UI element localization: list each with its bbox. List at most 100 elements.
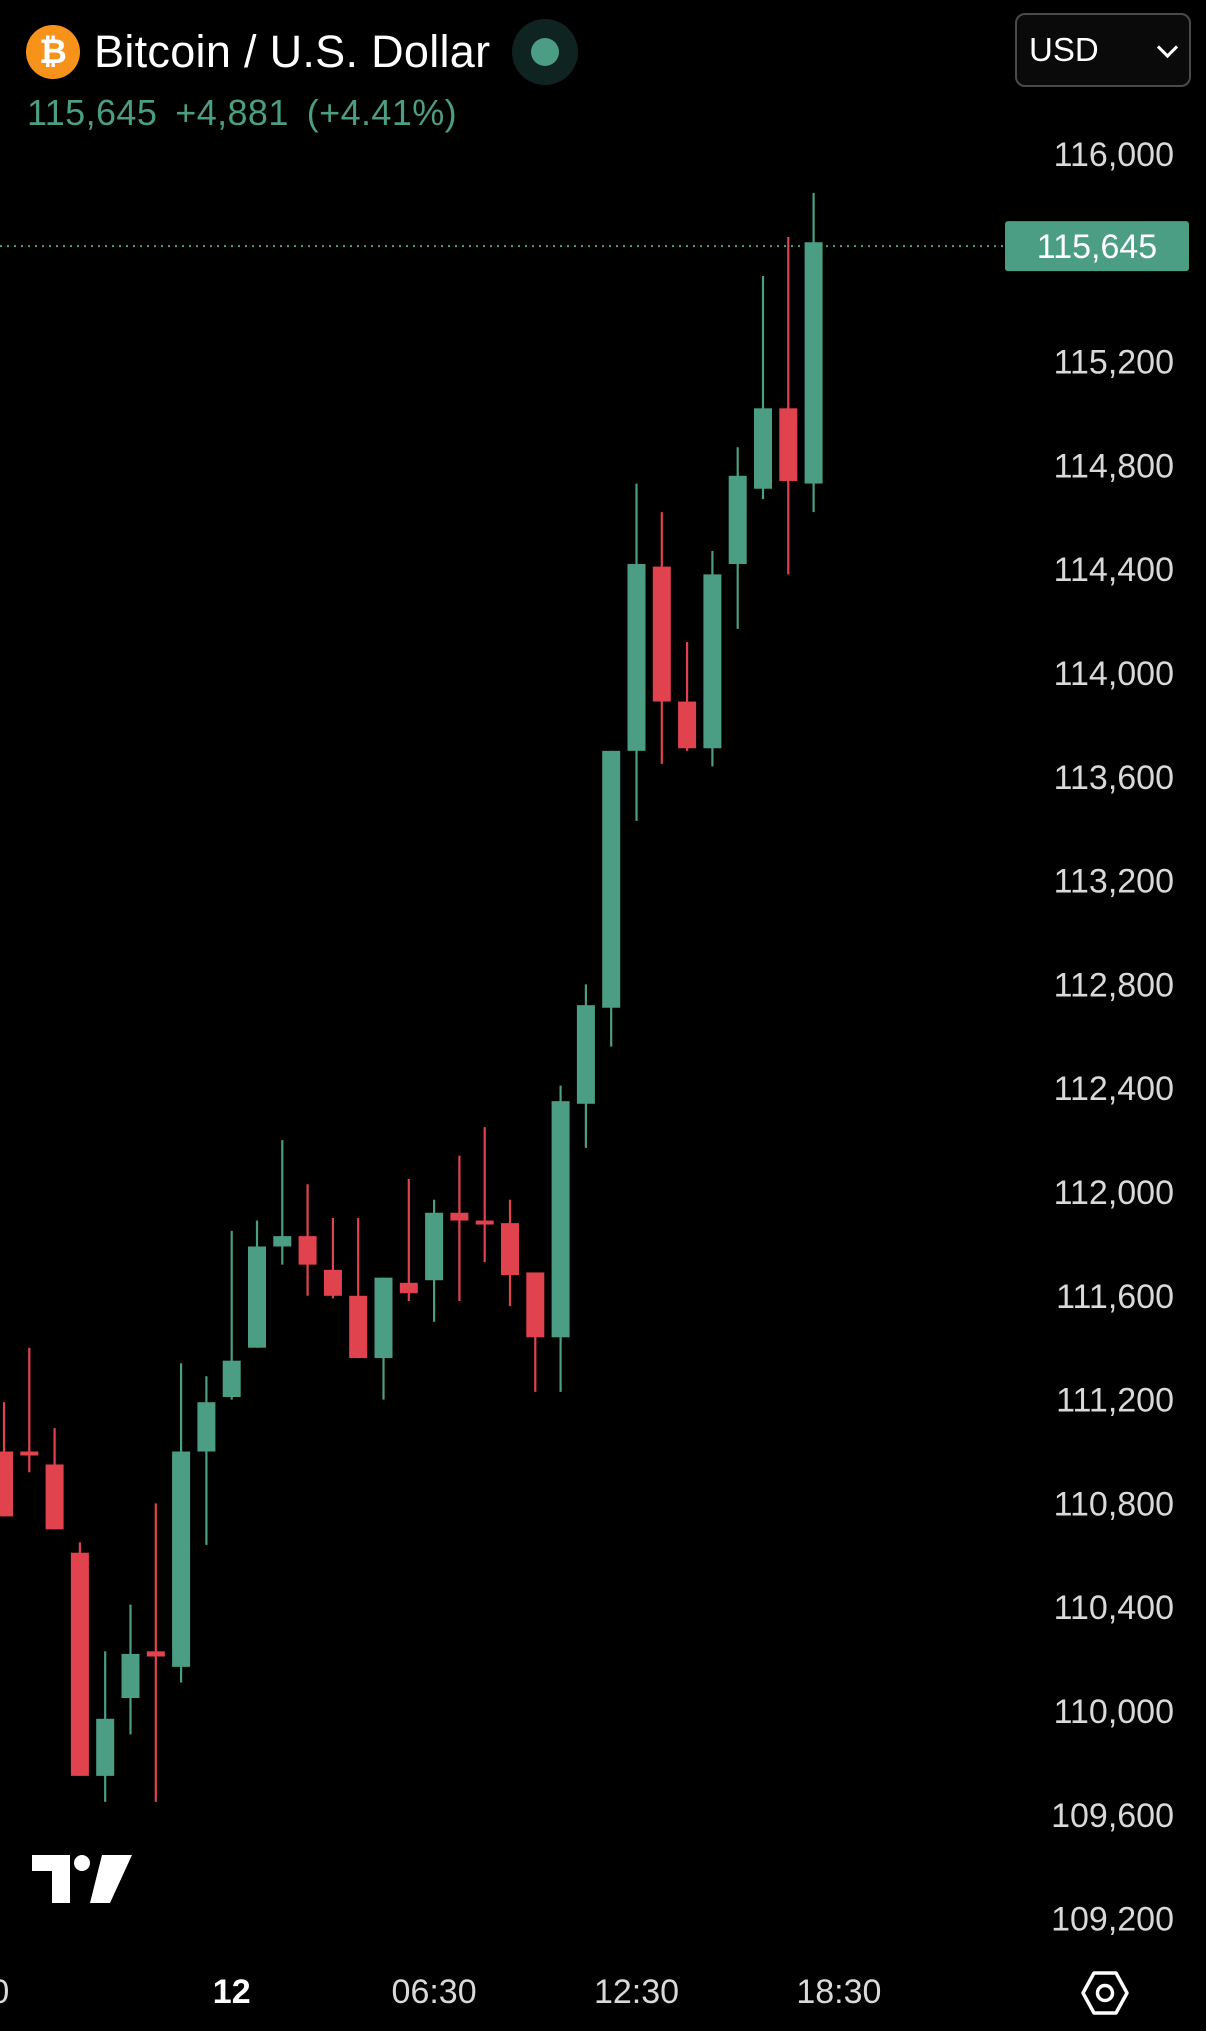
y-tick-label: 113,600 <box>1054 759 1174 797</box>
candle <box>627 483 646 821</box>
candle-body <box>501 1223 519 1276</box>
candle <box>172 1363 191 1683</box>
candle <box>146 1503 165 1802</box>
candle <box>121 1604 140 1735</box>
candle-body <box>703 574 722 749</box>
x-tick-label: 06:30 <box>392 1973 477 2011</box>
candle-body <box>222 1360 241 1398</box>
y-tick-label: 111,600 <box>1056 1278 1174 1316</box>
quote-row: 115,645 +4,881 (+4.41%) <box>27 92 457 134</box>
candle-body <box>45 1464 64 1530</box>
y-tick-label: 109,200 <box>1051 1901 1174 1939</box>
candle-body <box>652 566 671 702</box>
tradingview-logo-icon <box>32 1855 132 1903</box>
candle-body <box>399 1282 418 1294</box>
symbol-title[interactable]: Bitcoin / U.S. Dollar <box>94 26 491 77</box>
y-tick-label: 115,200 <box>1054 344 1174 382</box>
candle-body <box>678 701 697 749</box>
candle-body <box>526 1272 545 1338</box>
y-tick-label: 112,400 <box>1054 1070 1174 1108</box>
candle-body <box>374 1277 393 1359</box>
candle <box>779 237 798 575</box>
x-tick-label: 18:30 <box>796 1973 881 2011</box>
candle-body <box>779 408 798 481</box>
candle <box>399 1179 418 1301</box>
candle <box>323 1217 342 1299</box>
x-tick-label: 12:30 <box>594 1973 679 2011</box>
candle <box>349 1217 368 1359</box>
candle-body <box>197 1402 216 1452</box>
y-tick-label: 112,800 <box>1054 966 1174 1004</box>
candle-body <box>425 1212 444 1281</box>
chart-settings-icon[interactable] <box>1080 1968 1130 2018</box>
candle <box>728 447 747 629</box>
candle-body <box>248 1246 266 1348</box>
candle-body <box>475 1220 494 1225</box>
last-price: 115,645 <box>27 92 158 133</box>
y-tick-label: 114,800 <box>1054 447 1174 485</box>
candle-body <box>96 1718 115 1776</box>
market-status-indicator <box>512 19 579 85</box>
symbol-header[interactable]: ₿ Bitcoin / U.S. Dollar <box>26 19 579 85</box>
candle-body <box>298 1236 317 1265</box>
candle <box>425 1199 444 1322</box>
candle-body <box>754 408 772 489</box>
currency-value: USD <box>1029 31 1099 68</box>
candle <box>20 1347 39 1473</box>
candle <box>45 1428 64 1530</box>
y-tick-label: 110,400 <box>1054 1589 1174 1627</box>
x-tick-label: 8:30 <box>0 1973 9 2011</box>
y-tick-label: 114,400 <box>1054 551 1174 589</box>
candle <box>652 512 671 764</box>
x-tick-label: 12 <box>213 1973 251 2011</box>
candle <box>374 1277 393 1400</box>
y-tick-label: 114,000 <box>1054 655 1174 693</box>
candle <box>70 1542 89 1776</box>
candle-body <box>0 1451 13 1517</box>
y-tick-label: 113,200 <box>1054 863 1174 901</box>
y-tick-label: 112,000 <box>1054 1174 1174 1212</box>
y-tick-label: 110,800 <box>1054 1485 1174 1523</box>
candle-body <box>121 1653 140 1699</box>
price-change-percent: (+4.41%) <box>306 92 458 133</box>
candle-body <box>273 1236 292 1247</box>
candle <box>222 1230 241 1400</box>
candle <box>450 1155 469 1301</box>
candle-body <box>323 1269 342 1296</box>
candle-body <box>728 475 747 565</box>
bitcoin-icon: ₿ <box>26 25 80 79</box>
candle <box>804 192 823 513</box>
candle <box>754 275 772 500</box>
y-tick-label: 116,000 <box>1054 136 1174 174</box>
candle-body <box>551 1101 570 1338</box>
y-tick-label: 110,000 <box>1054 1693 1174 1731</box>
candle <box>197 1376 216 1545</box>
candle <box>576 984 595 1148</box>
y-tick-label: 109,600 <box>1051 1797 1174 1835</box>
candle-body <box>450 1212 469 1221</box>
candle <box>678 641 697 751</box>
candle <box>273 1140 292 1265</box>
candle <box>298 1184 317 1296</box>
candle <box>551 1085 570 1392</box>
last-price-tag <box>1005 221 1189 272</box>
candle-body <box>602 750 621 1008</box>
market-open-dot-icon <box>531 38 560 66</box>
last-price-tag-label: 115,645 <box>1037 228 1157 266</box>
candle-body <box>804 242 823 484</box>
currency-select[interactable]: USD <box>1015 13 1191 87</box>
candle-body <box>20 1451 39 1456</box>
candle <box>501 1199 519 1307</box>
candle-body <box>70 1552 89 1776</box>
candle-body <box>146 1651 165 1657</box>
candle <box>526 1272 545 1392</box>
y-tick-label: 111,200 <box>1056 1382 1174 1420</box>
candle <box>248 1220 266 1348</box>
candle <box>602 750 621 1047</box>
candle <box>475 1127 494 1263</box>
candle-body <box>576 1005 595 1104</box>
candle <box>703 551 722 767</box>
price-change: +4,881 <box>175 92 289 133</box>
